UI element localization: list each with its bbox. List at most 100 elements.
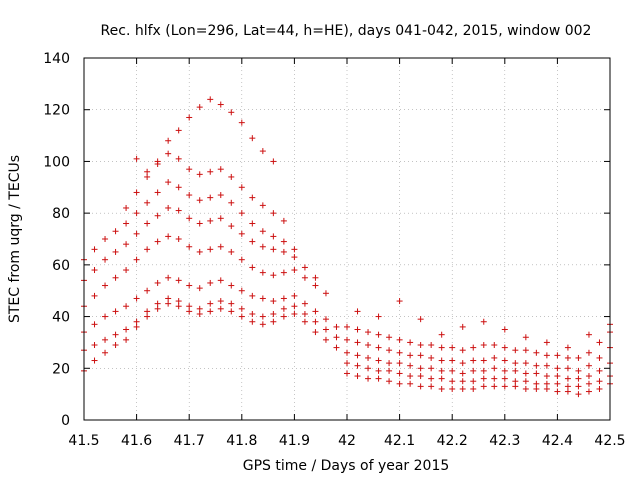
data-point [249,135,256,142]
data-point [165,179,172,186]
data-point [480,383,487,390]
data-point [365,329,372,336]
data-point [585,349,592,356]
data-point [365,365,372,372]
data-point [291,303,298,310]
data-point [533,349,540,356]
y-tick-labels: 0 20 40 60 80 100 120 140 [43,51,70,429]
data-point [228,248,235,255]
data-point [133,323,140,330]
data-point [501,326,508,333]
data-point [301,300,308,307]
data-point [112,228,119,235]
x-tick-label: 42.4 [542,433,573,449]
data-point [112,342,119,349]
data-point [207,217,214,224]
data-point [501,344,508,351]
data-point [543,373,550,380]
data-point [312,274,319,281]
data-point [449,344,456,351]
data-point [144,173,151,180]
data-point [459,323,466,330]
data-point [501,375,508,382]
data-point [196,310,203,317]
data-point [270,298,277,305]
data-point [491,365,498,372]
data-point [512,367,519,374]
data-point [102,313,109,320]
data-point [417,365,424,372]
data-point [133,189,140,196]
data-point [123,204,130,211]
data-point [449,367,456,374]
data-point [217,277,224,284]
data-point [407,380,414,387]
data-point [165,274,172,281]
data-point [312,282,319,289]
data-point [91,246,98,253]
data-point [438,344,445,351]
data-point [102,236,109,242]
data-point [154,305,161,312]
data-point [375,331,382,338]
data-point [333,323,340,330]
data-point [449,357,456,364]
data-point [365,354,372,361]
data-point [102,349,109,356]
data-point [491,342,498,349]
data-point [312,308,319,315]
data-point [459,370,466,377]
y-tick-label: 120 [43,103,70,119]
data-point [102,336,109,343]
data-point [375,367,382,374]
data-points [81,96,613,398]
data-point [396,349,403,356]
data-point [522,385,529,392]
data-point [564,388,571,395]
data-point [228,109,235,116]
data-point [207,246,214,253]
data-point [449,385,456,392]
data-point [501,383,508,390]
data-point [102,282,109,289]
data-point [428,354,435,361]
data-point [386,360,393,367]
data-point [491,375,498,382]
y-tick-label: 0 [61,413,70,429]
x-tick-label: 41.7 [174,433,205,449]
x-axis-label: GPS time / Days of year 2015 [243,458,450,474]
data-point [301,318,308,325]
data-point [123,267,130,274]
data-point [501,357,508,364]
data-point [291,267,298,274]
data-point [238,305,245,312]
data-point [575,367,582,374]
data-point [259,269,266,276]
data-point [354,352,361,359]
data-point [438,357,445,364]
data-point [344,370,350,377]
data-point [480,357,487,364]
data-point [175,184,182,191]
data-point [91,342,98,349]
data-point [228,308,235,315]
data-point [533,385,540,392]
data-point [186,114,193,121]
data-point [438,331,445,338]
data-point [564,354,571,361]
data-point [91,357,98,364]
data-point [249,194,256,201]
data-point [522,347,529,354]
data-point [154,238,161,245]
data-point [249,220,256,227]
data-point [123,303,130,310]
data-point [144,246,151,253]
data-point [491,354,498,361]
data-point [554,380,561,387]
data-point [217,215,224,222]
data-point [144,168,151,175]
data-point [249,318,256,325]
data-point [112,331,119,338]
data-point [196,220,203,227]
data-point [322,336,329,343]
